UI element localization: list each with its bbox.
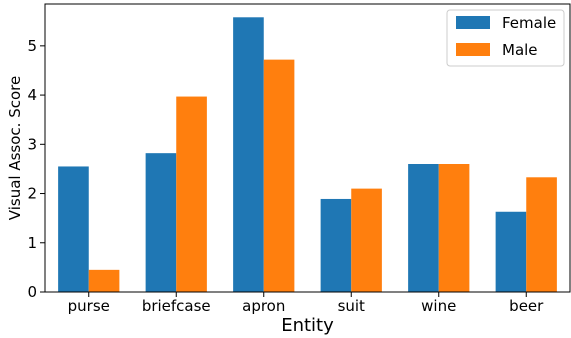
bar-male-beer bbox=[526, 177, 557, 292]
y-tick-label: 5 bbox=[27, 37, 37, 55]
bar-female-apron bbox=[233, 17, 264, 293]
y-tick-label: 1 bbox=[27, 234, 37, 252]
bar-female-briefcase bbox=[145, 153, 177, 292]
legend-label-female: Female bbox=[502, 14, 556, 32]
x-tick-label-purse: purse bbox=[68, 297, 110, 315]
x-tick-label-briefcase: briefcase bbox=[142, 297, 211, 315]
bar-male-wine bbox=[438, 164, 470, 292]
x-axis-title: Entity bbox=[281, 315, 334, 336]
bar-female-suit bbox=[320, 198, 352, 292]
bar-male-apron bbox=[263, 59, 295, 292]
bar-male-suit bbox=[351, 188, 382, 292]
y-tick-label: 4 bbox=[27, 86, 37, 104]
bar-female-purse bbox=[58, 166, 89, 292]
bar-male-purse bbox=[88, 269, 120, 292]
x-tick-label-apron: apron bbox=[242, 297, 285, 315]
plot-frame bbox=[44, 3, 571, 293]
x-tick-label-wine: wine bbox=[421, 297, 456, 315]
legend-swatch-male bbox=[456, 43, 490, 56]
legend-swatch-female bbox=[456, 16, 490, 29]
bar-male-briefcase bbox=[176, 96, 207, 292]
legend-label-male: Male bbox=[502, 41, 538, 59]
y-tick-label: 2 bbox=[27, 185, 37, 203]
y-tick-label: 0 bbox=[27, 283, 37, 301]
bar-female-wine bbox=[408, 164, 439, 292]
legend: Female Male bbox=[446, 9, 565, 67]
x-tick-label-suit: suit bbox=[338, 297, 365, 315]
bars-layer bbox=[58, 17, 557, 293]
y-axis-title: Visual Assoc. Score bbox=[6, 76, 24, 220]
x-tick-label-beer: beer bbox=[509, 297, 544, 315]
y-tick-label: 3 bbox=[27, 135, 37, 153]
y-axis: 0 1 2 3 4 5 bbox=[27, 37, 45, 301]
bar-female-beer bbox=[495, 211, 527, 292]
x-axis: purse briefcase apron suit wine beer bbox=[68, 292, 544, 315]
